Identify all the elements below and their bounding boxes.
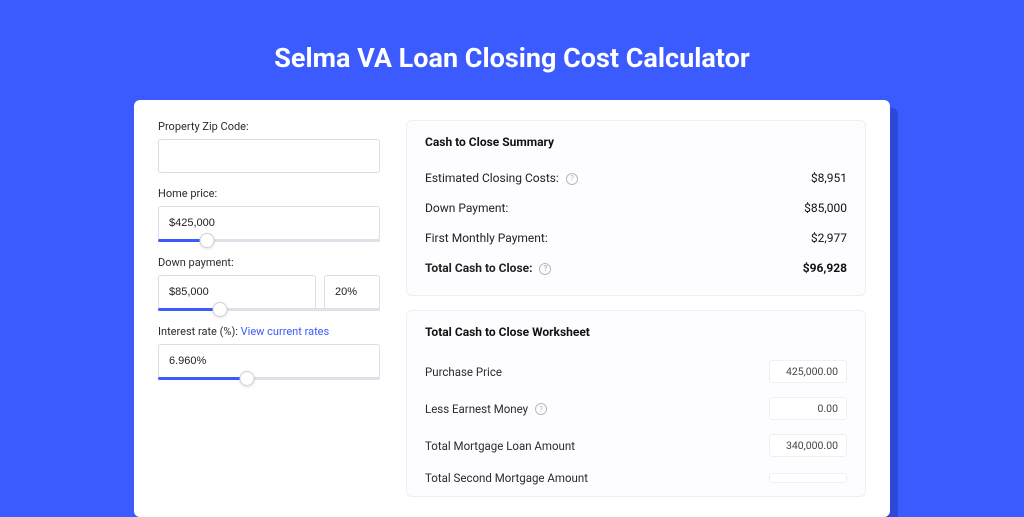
- worksheet-title: Total Cash to Close Worksheet: [425, 325, 847, 339]
- summary-total-label-text: Total Cash to Close:: [425, 261, 532, 275]
- home-price-input[interactable]: [158, 206, 380, 240]
- summary-total-row: Total Cash to Close: ? $96,928: [425, 253, 847, 283]
- summary-total-label: Total Cash to Close: ?: [425, 261, 551, 275]
- down-payment-input[interactable]: [158, 275, 316, 309]
- summary-row-value: $85,000: [804, 201, 847, 215]
- worksheet-row: Less Earnest Money ? 0.00: [425, 390, 847, 427]
- interest-rate-slider[interactable]: [158, 377, 380, 380]
- worksheet-row-label: Less Earnest Money ?: [425, 402, 547, 416]
- interest-rate-field: Interest rate (%): View current rates: [158, 325, 380, 380]
- page-title: Selma VA Loan Closing Cost Calculator: [0, 0, 1024, 100]
- interest-rate-label-text: Interest rate (%):: [158, 325, 238, 338]
- summary-row-label: First Monthly Payment:: [425, 231, 548, 245]
- worksheet-row-value: 425,000.00: [769, 360, 847, 383]
- down-payment-label: Down payment:: [158, 256, 380, 269]
- home-price-slider-thumb[interactable]: [199, 233, 214, 248]
- worksheet-row-label-text: Less Earnest Money: [425, 402, 528, 416]
- home-price-slider[interactable]: [158, 239, 380, 242]
- down-payment-slider-fill: [158, 308, 220, 311]
- down-payment-slider[interactable]: [158, 308, 380, 311]
- summary-row: First Monthly Payment: $2,977: [425, 223, 847, 253]
- interest-rate-label: Interest rate (%): View current rates: [158, 325, 380, 338]
- worksheet-row: Total Mortgage Loan Amount 340,000.00: [425, 427, 847, 464]
- results-column: Cash to Close Summary Estimated Closing …: [406, 120, 866, 497]
- form-column: Property Zip Code: Home price: Down paym…: [158, 120, 380, 497]
- down-payment-slider-thumb[interactable]: [213, 302, 228, 317]
- zip-field: Property Zip Code:: [158, 120, 380, 173]
- down-payment-field: Down payment:: [158, 256, 380, 311]
- help-icon[interactable]: ?: [535, 403, 547, 415]
- down-payment-pct-input[interactable]: [324, 275, 380, 309]
- worksheet-row-label: Total Mortgage Loan Amount: [425, 439, 575, 453]
- interest-rate-input[interactable]: [158, 344, 380, 378]
- summary-row-value: $2,977: [811, 231, 847, 245]
- worksheet-row-label: Total Second Mortgage Amount: [425, 471, 588, 485]
- summary-row-value: $8,951: [811, 171, 847, 185]
- help-icon[interactable]: ?: [566, 173, 578, 185]
- worksheet-row-value: 0.00: [769, 397, 847, 420]
- view-rates-link[interactable]: View current rates: [241, 325, 330, 338]
- summary-row: Down Payment: $85,000: [425, 193, 847, 223]
- interest-rate-slider-fill: [158, 377, 247, 380]
- home-price-field: Home price:: [158, 187, 380, 242]
- home-price-label: Home price:: [158, 187, 380, 200]
- summary-row-label: Down Payment:: [425, 201, 508, 215]
- worksheet-row: Total Second Mortgage Amount: [425, 464, 847, 492]
- worksheet-row-label: Purchase Price: [425, 365, 502, 379]
- summary-box: Cash to Close Summary Estimated Closing …: [406, 120, 866, 296]
- worksheet-row-value: [769, 473, 847, 483]
- worksheet-row-value: 340,000.00: [769, 434, 847, 457]
- interest-rate-slider-thumb[interactable]: [239, 371, 254, 386]
- summary-row-label: Estimated Closing Costs: ?: [425, 171, 578, 185]
- summary-total-value: $96,928: [803, 261, 847, 275]
- calculator-panel: Property Zip Code: Home price: Down paym…: [134, 100, 890, 517]
- zip-label: Property Zip Code:: [158, 120, 380, 133]
- worksheet-box: Total Cash to Close Worksheet Purchase P…: [406, 310, 866, 497]
- worksheet-row: Purchase Price 425,000.00: [425, 353, 847, 390]
- help-icon[interactable]: ?: [539, 263, 551, 275]
- summary-row: Estimated Closing Costs: ? $8,951: [425, 163, 847, 193]
- summary-row-label-text: Estimated Closing Costs:: [425, 171, 559, 185]
- summary-title: Cash to Close Summary: [425, 135, 847, 149]
- zip-input[interactable]: [158, 139, 380, 173]
